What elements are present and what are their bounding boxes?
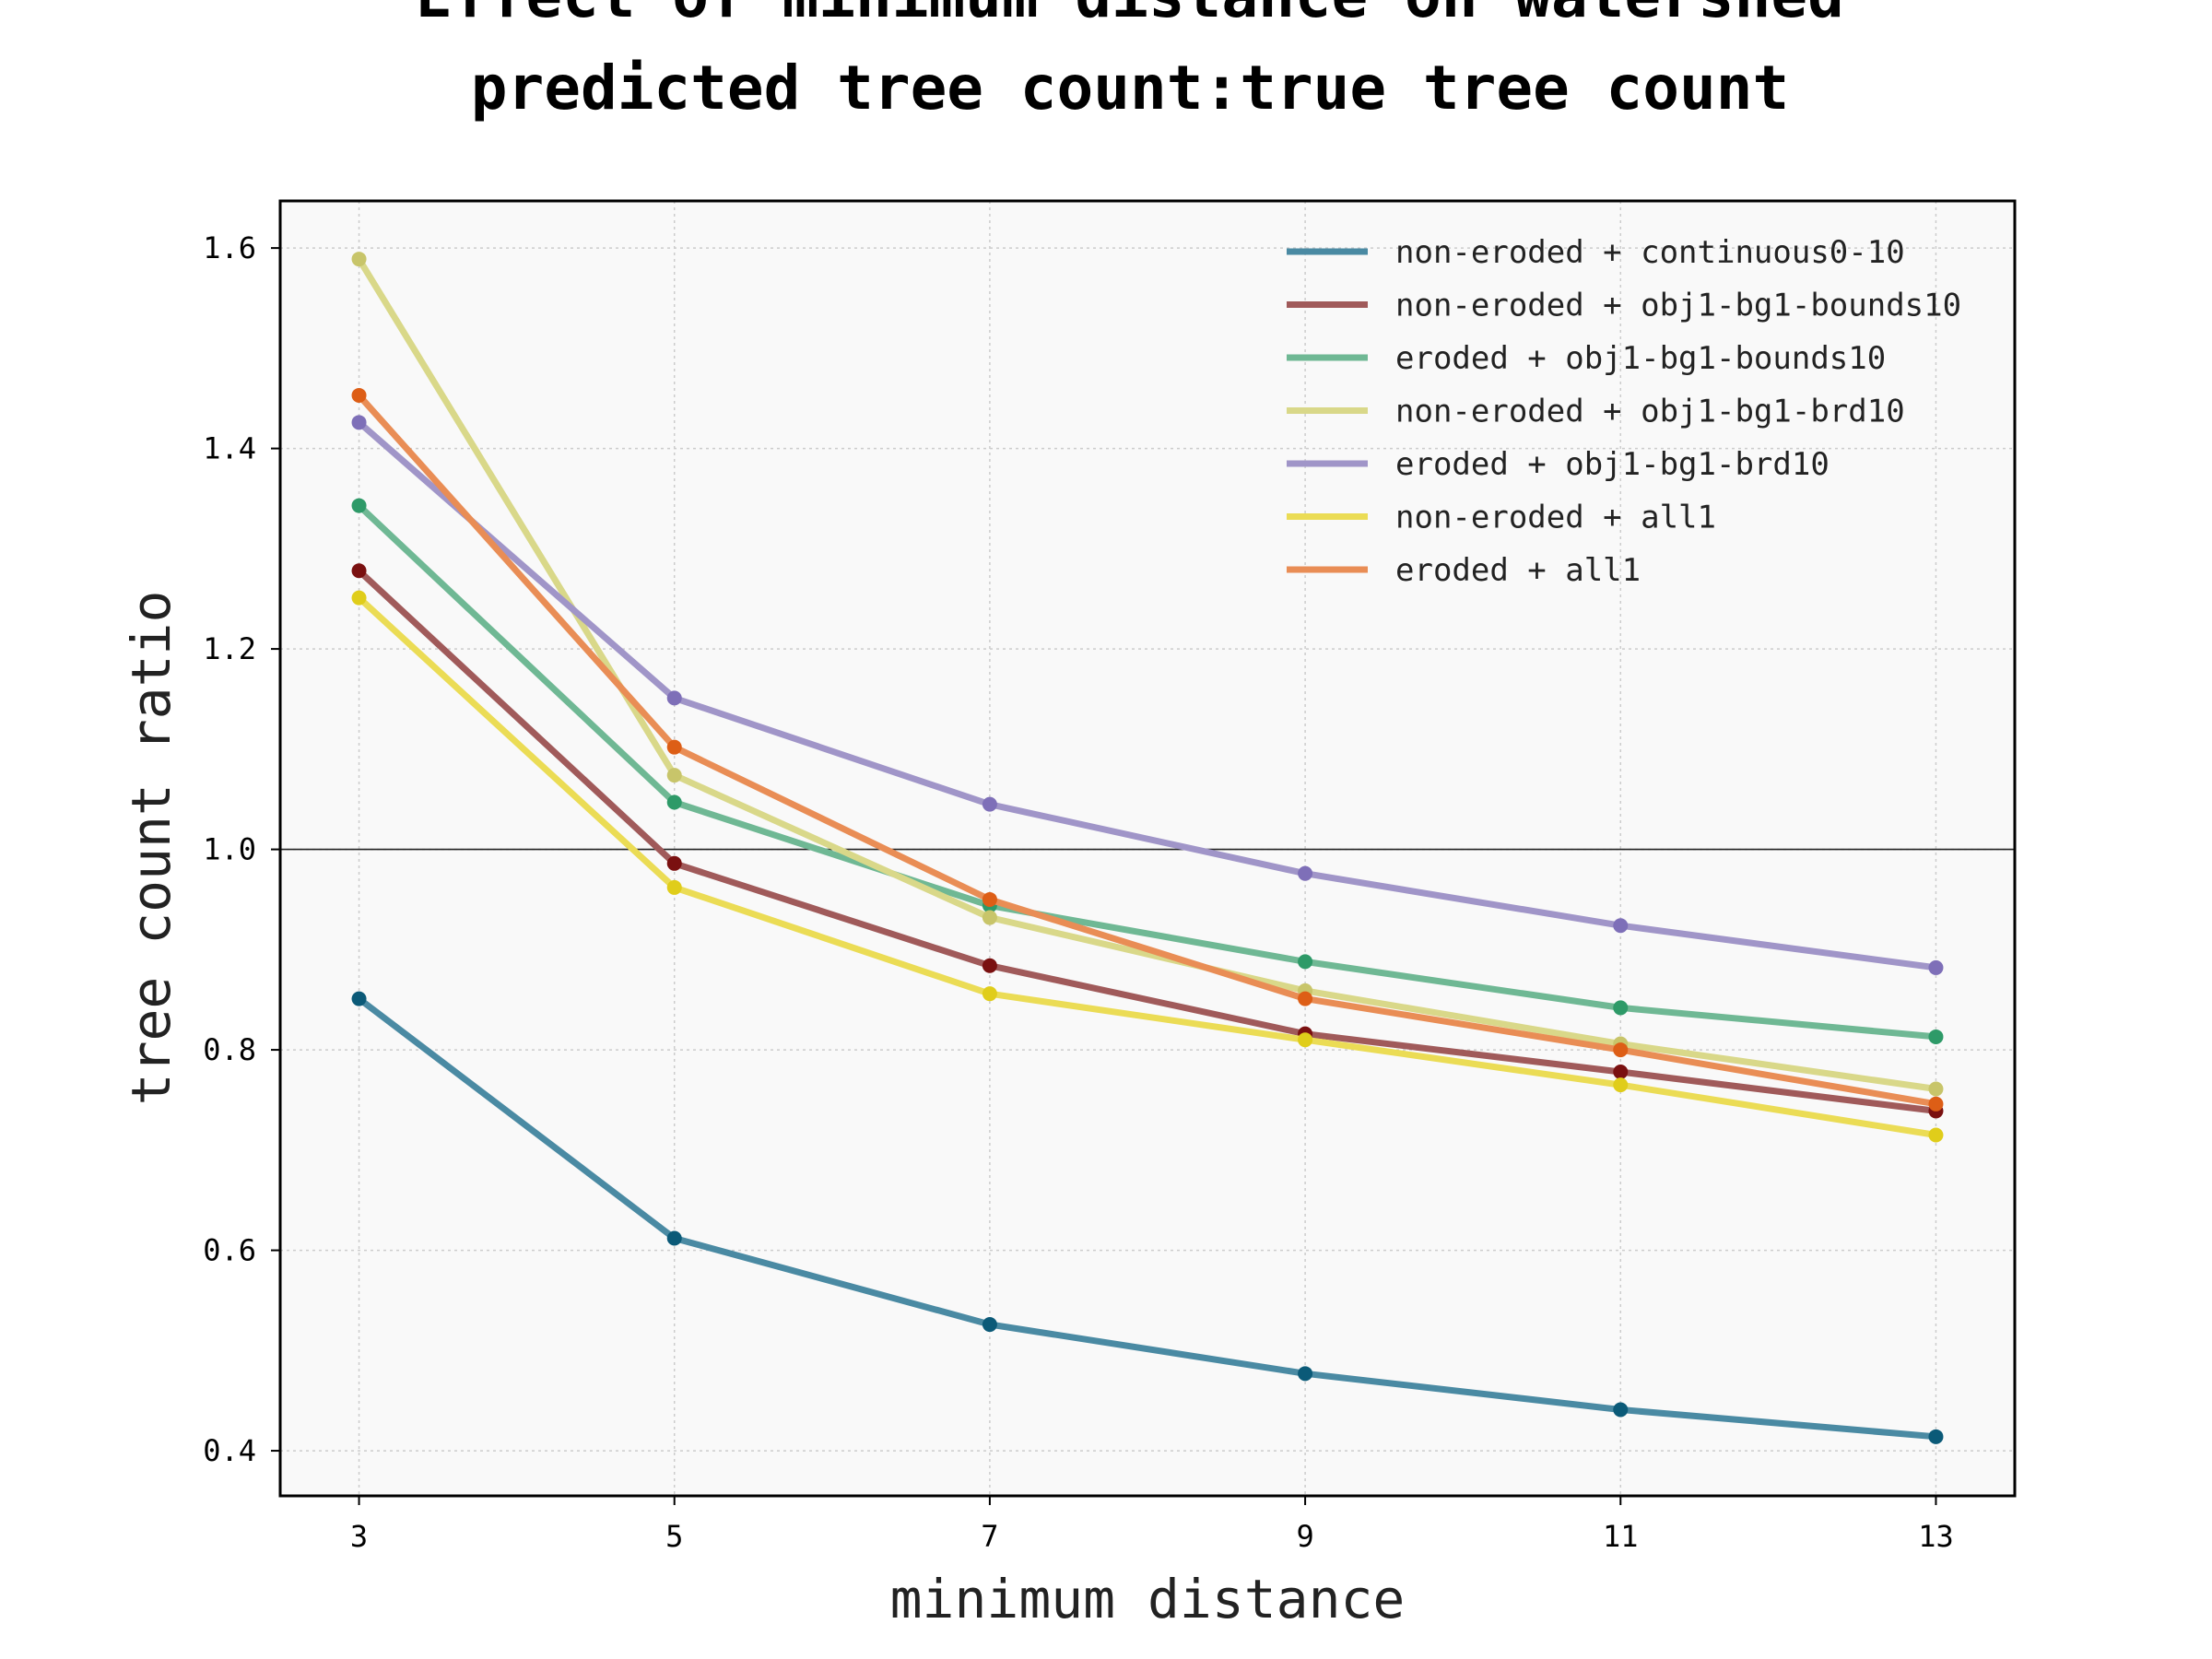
- series-line: [356, 594, 1939, 1138]
- x-tick-label: 7: [981, 1519, 998, 1554]
- data-point: [982, 958, 997, 973]
- y-tick-label: 1.0: [203, 832, 256, 867]
- data-point: [1928, 1081, 1944, 1097]
- legend-item: non-eroded + continuous0-10: [1287, 234, 1905, 271]
- data-point: [351, 563, 367, 579]
- legend-label: non-eroded + obj1-bg1-bounds10: [1395, 288, 1961, 324]
- data-point: [1298, 991, 1313, 1006]
- title-line-2: predicted tree count:true tree count: [471, 53, 1789, 124]
- series-group: [351, 252, 1944, 1444]
- legend-item: non-eroded + obj1-bg1-bounds10: [1287, 288, 1961, 324]
- legend-label: non-eroded + all1: [1395, 500, 1716, 536]
- series-line: [356, 567, 1939, 1114]
- legend-label: eroded + obj1-bg1-bounds10: [1395, 340, 1886, 377]
- data-point: [666, 690, 682, 706]
- data-point: [1298, 865, 1313, 881]
- data-point: [982, 796, 997, 812]
- data-point: [666, 794, 682, 810]
- chart-title: Effect of minimum distance on watershed …: [416, 0, 1844, 124]
- x-axis-label: minimum distance: [890, 1568, 1406, 1630]
- series-1: [351, 991, 1944, 1444]
- data-point: [1928, 1096, 1944, 1112]
- plot-frame: [278, 199, 2017, 1498]
- grid: [280, 201, 2015, 1496]
- data-point: [351, 415, 367, 430]
- x-tick-label: 3: [350, 1519, 368, 1554]
- data-point: [982, 910, 997, 925]
- data-point: [1613, 1042, 1629, 1058]
- data-point: [1613, 1402, 1629, 1418]
- data-point: [982, 986, 997, 1002]
- data-point: [1928, 959, 1944, 975]
- x-tick-label: 5: [665, 1519, 683, 1554]
- data-point: [1613, 1000, 1629, 1016]
- x-axis-ticks: 3 5 7 9 11 13: [350, 1496, 1954, 1554]
- data-point: [1298, 954, 1313, 970]
- series-line: [356, 995, 1939, 1441]
- data-point: [982, 1317, 997, 1333]
- data-point: [1928, 1429, 1944, 1444]
- title-line-1: Effect of minimum distance on watershed: [416, 0, 1844, 31]
- legend: non-eroded + continuous0-10 non-eroded + …: [1287, 234, 1961, 589]
- data-point: [1928, 1127, 1944, 1143]
- legend-label: non-eroded + obj1-bg1-brd10: [1395, 394, 1905, 430]
- data-point: [1928, 1029, 1944, 1044]
- y-tick-label: 1.6: [203, 230, 256, 265]
- y-tick-label: 1.2: [203, 631, 256, 666]
- data-point: [1298, 1366, 1313, 1382]
- series-line: [356, 392, 1939, 1108]
- y-axis-ticks: 0.4 0.6 0.8 1.0 1.2 1.4 1.6: [203, 230, 280, 1468]
- y-tick-label: 0.8: [203, 1032, 256, 1067]
- data-point: [666, 879, 682, 895]
- legend-item: non-eroded + all1: [1287, 500, 1716, 536]
- data-point: [351, 590, 367, 606]
- series-7: [351, 387, 1944, 1112]
- data-point: [982, 891, 997, 907]
- legend-label: non-eroded + continuous0-10: [1395, 234, 1905, 271]
- data-point: [666, 855, 682, 871]
- y-axis-label: tree count ratio: [120, 591, 182, 1106]
- legend-item: eroded + obj1-bg1-bounds10: [1287, 340, 1886, 377]
- legend-item: eroded + obj1-bg1-brd10: [1287, 446, 1830, 483]
- y-tick-label: 0.4: [203, 1433, 256, 1468]
- data-point: [666, 1230, 682, 1246]
- legend-label: eroded + all1: [1395, 552, 1641, 589]
- data-point: [351, 498, 367, 513]
- legend-item: eroded + all1: [1287, 552, 1641, 589]
- y-tick-label: 1.4: [203, 431, 256, 466]
- data-point: [1298, 1032, 1313, 1048]
- x-tick-label: 9: [1296, 1519, 1313, 1554]
- data-point: [351, 991, 367, 1006]
- data-point: [666, 739, 682, 755]
- series-line: [356, 502, 1939, 1041]
- x-tick-label: 13: [1918, 1519, 1954, 1554]
- data-point: [351, 252, 367, 267]
- series-3: [351, 498, 1944, 1044]
- data-point: [1613, 1065, 1629, 1080]
- series-5: [351, 415, 1944, 975]
- data-point: [1613, 1077, 1629, 1093]
- data-point: [666, 768, 682, 783]
- series-6: [351, 590, 1944, 1143]
- plot-area-background: [280, 201, 2015, 1496]
- data-point: [351, 387, 367, 403]
- legend-label: eroded + obj1-bg1-brd10: [1395, 446, 1830, 483]
- legend-item: non-eroded + obj1-bg1-brd10: [1287, 394, 1905, 430]
- data-point: [1613, 918, 1629, 934]
- series-line: [356, 418, 1939, 971]
- y-tick-label: 0.6: [203, 1233, 256, 1268]
- x-tick-label: 11: [1603, 1519, 1639, 1554]
